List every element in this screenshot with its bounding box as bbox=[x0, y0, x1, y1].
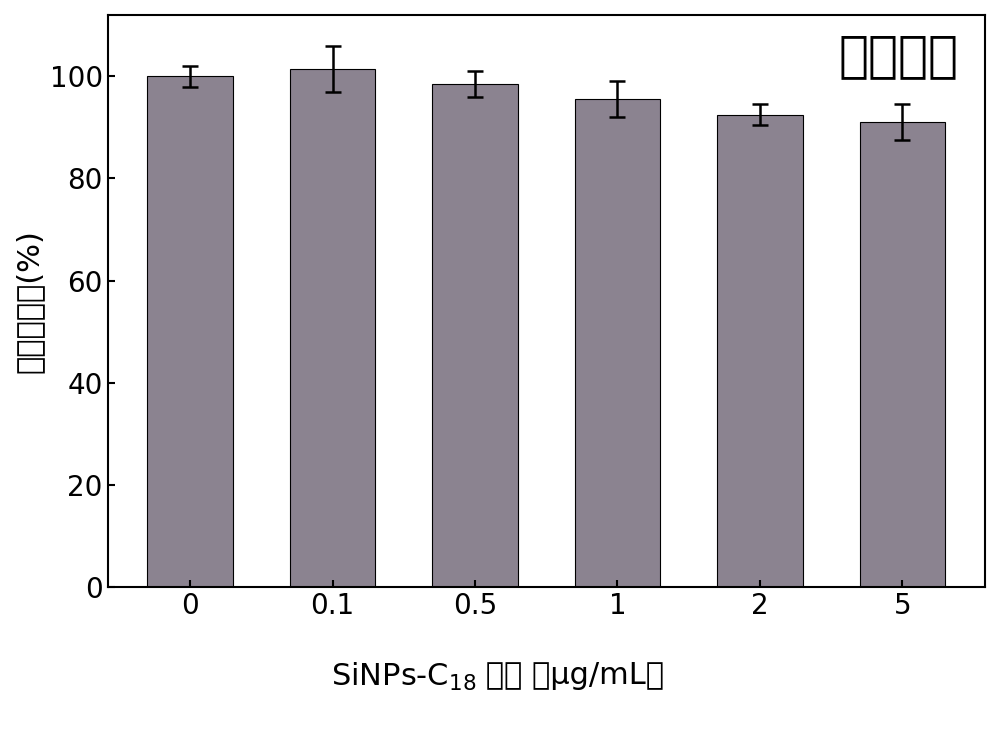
Bar bbox=[717, 115, 803, 587]
Bar bbox=[147, 76, 233, 587]
Bar bbox=[575, 99, 660, 587]
Bar bbox=[860, 122, 945, 587]
Bar bbox=[290, 69, 375, 587]
Bar bbox=[432, 84, 518, 587]
Y-axis label: 细菌存活率(%): 细菌存活率(%) bbox=[15, 229, 44, 373]
Text: 浓度 （μg/mL）: 浓度 （μg/mL） bbox=[476, 661, 664, 690]
Text: SiNPs-C$_{18}$: SiNPs-C$_{18}$ bbox=[331, 661, 476, 694]
Text: 大肠杆菌: 大肠杆菌 bbox=[839, 32, 959, 80]
